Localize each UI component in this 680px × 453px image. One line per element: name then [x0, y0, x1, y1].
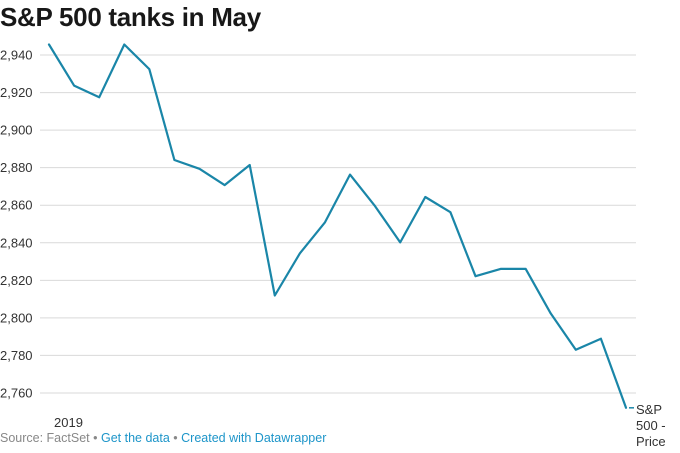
y-tick-label: 2,840	[0, 235, 33, 250]
x-axis-tick-labels: 2019	[54, 415, 83, 430]
series-label: S&P 500 - Price	[636, 402, 666, 449]
y-tick-label: 2,880	[0, 160, 33, 175]
y-tick-label: 2,940	[0, 48, 33, 63]
y-tick-label: 2,800	[0, 310, 33, 325]
gridlines	[40, 54, 636, 394]
y-tick-label: 2,760	[0, 385, 33, 400]
y-axis-tick-labels: 2,760 2,780 2,800 2,820 2,840 2,860 2,880 2,900…	[0, 48, 33, 401]
footer-separator: •	[173, 431, 178, 445]
source-label: Source: FactSet	[0, 431, 90, 445]
chart-title: S&P 500 tanks in May	[0, 2, 261, 32]
y-tick-label: 2,780	[0, 348, 33, 363]
y-tick-label: 2,820	[0, 273, 33, 288]
footer: Source: FactSet • Get the data • Created…	[0, 431, 326, 445]
get-the-data-link[interactable]: Get the data	[100, 431, 170, 445]
series-line	[47, 43, 628, 409]
y-tick-label: 2,900	[0, 123, 33, 138]
datawrapper-credit-link[interactable]: Created with Datawrapper	[181, 431, 327, 445]
footer-separator: •	[93, 431, 98, 445]
y-tick-label: 2,860	[0, 198, 33, 213]
series-lines	[47, 43, 634, 409]
x-tick-label: 2019	[54, 415, 83, 430]
y-tick-label: 2,920	[0, 85, 33, 100]
